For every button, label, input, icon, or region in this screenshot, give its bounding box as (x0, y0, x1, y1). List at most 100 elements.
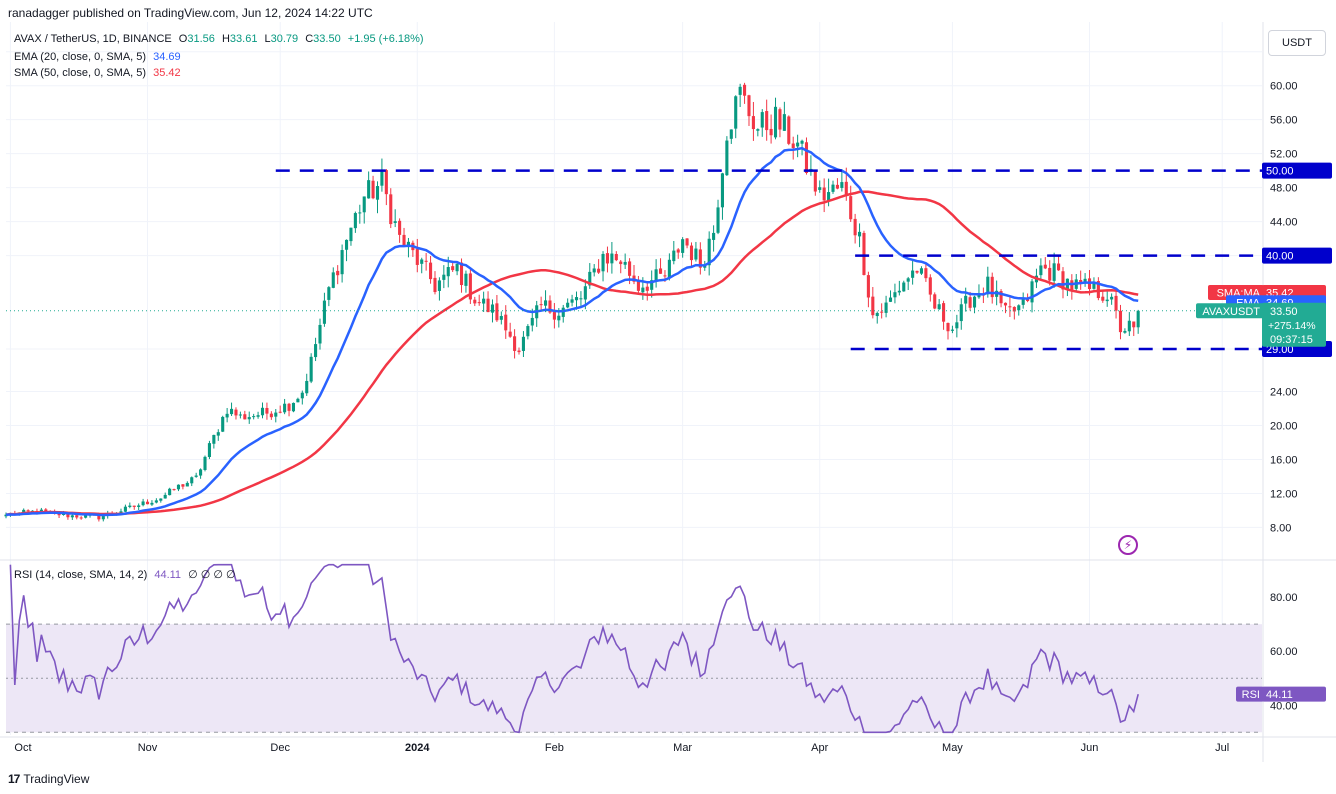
candle-body (521, 336, 525, 351)
candle-body (1008, 306, 1012, 308)
candle-body (327, 287, 331, 300)
candle-body (906, 278, 910, 282)
price-tick-label: 16.00 (1270, 454, 1298, 466)
candle-body (641, 287, 645, 293)
candle-body (1043, 264, 1047, 269)
candle-body (955, 322, 959, 329)
candle-body (526, 326, 530, 337)
candle-body (283, 403, 287, 413)
candle-body (163, 494, 167, 499)
candle-body (986, 276, 990, 295)
candle-body (716, 207, 720, 233)
candle-body (252, 416, 256, 418)
candle-body (1118, 310, 1123, 333)
candle-body (720, 173, 724, 208)
rsi-line (9, 563, 1139, 734)
tradingview-logo-icon: 17 (8, 772, 20, 786)
candle-body (296, 398, 300, 403)
candle-body (933, 294, 937, 309)
candle-body (336, 270, 340, 276)
candle-body (1105, 299, 1109, 302)
candle-body (70, 515, 74, 518)
candle-body (676, 249, 680, 253)
candle-body (897, 290, 901, 293)
candle-body (884, 302, 888, 313)
candle-body (698, 249, 702, 268)
candle-body (853, 218, 857, 236)
candle-body (844, 181, 848, 196)
candle-body (384, 170, 388, 195)
candle-body (486, 298, 490, 313)
price-tags: 50.0040.0029.00SMA:MA35.42EMA34.69AVAXUS… (1196, 162, 1332, 702)
candle-body (1048, 267, 1052, 281)
lightning-icon[interactable]: ⚡ (1118, 535, 1138, 555)
candle-body (1039, 265, 1043, 276)
candle-body (243, 414, 247, 420)
candle-body (548, 300, 552, 313)
candle-body (835, 184, 839, 189)
candle-body (318, 324, 322, 344)
time-tick-label: Nov (138, 742, 158, 754)
candle-body (1003, 302, 1008, 306)
candle-body (1017, 305, 1021, 311)
candle-body (247, 417, 251, 420)
candle-body (1096, 281, 1100, 299)
candle-body (340, 250, 344, 275)
candle-body (234, 409, 238, 416)
candle-body (216, 432, 220, 436)
last-price-tag-bg (1262, 302, 1326, 347)
price-tick-label: 48.00 (1270, 183, 1298, 195)
candle-body (238, 414, 242, 416)
time-tick-label: Dec (270, 742, 290, 754)
close-value: 33.50 (313, 33, 341, 45)
candle-body (203, 456, 207, 471)
candle-body (389, 194, 393, 225)
candle-body (101, 516, 105, 520)
candle-body (44, 509, 48, 512)
candle-body (420, 259, 424, 264)
candle-body (959, 304, 963, 322)
candle-body (681, 239, 685, 253)
candle-body (353, 213, 357, 229)
candle-body (1061, 271, 1065, 290)
rsi-legend: RSI (14, close, SMA, 14, 2) 44.11 ∅ ∅ ∅ … (14, 568, 236, 581)
candle-body (663, 275, 667, 277)
candle-body (831, 184, 835, 192)
candle-body (592, 268, 596, 273)
candle-body (1021, 298, 1025, 305)
candle-body (672, 250, 676, 262)
rsi-legend-extra: ∅ ∅ ∅ ∅ (188, 569, 236, 581)
candle-body (429, 262, 433, 280)
candle-body (287, 403, 291, 411)
candle-body (1083, 278, 1087, 283)
candle-body (132, 505, 136, 507)
candle-body (358, 212, 362, 214)
candle-body (1136, 310, 1140, 328)
price-tick-label: 56.00 (1270, 115, 1298, 127)
candle-body (893, 292, 897, 298)
candle-body (517, 350, 521, 353)
ema-legend-value: 34.69 (153, 51, 181, 63)
time-tick-label: Jun (1081, 742, 1099, 754)
candle-body (314, 344, 318, 358)
sma-legend: SMA (50, close, 0, SMA, 5) 35.42 (14, 67, 181, 79)
change-value: +1.95 (+6.18%) (347, 33, 424, 45)
candle-body (181, 484, 185, 487)
footer-brand[interactable]: 17 TradingView (8, 772, 89, 786)
candle-body (380, 171, 384, 186)
candle-body (915, 270, 919, 273)
candle-body (636, 281, 640, 291)
candle-body (305, 380, 309, 394)
low-value: 30.79 (270, 33, 299, 45)
candle-body (145, 501, 150, 505)
candle-body (1127, 320, 1131, 332)
candle-body (331, 272, 335, 288)
time-tick-label: Feb (545, 742, 564, 754)
candle-body (362, 196, 366, 213)
currency-button[interactable]: USDT (1268, 30, 1326, 56)
candle-body (950, 329, 954, 331)
candle-body (499, 316, 503, 320)
candle-body (760, 112, 764, 128)
candle-body (172, 489, 176, 491)
